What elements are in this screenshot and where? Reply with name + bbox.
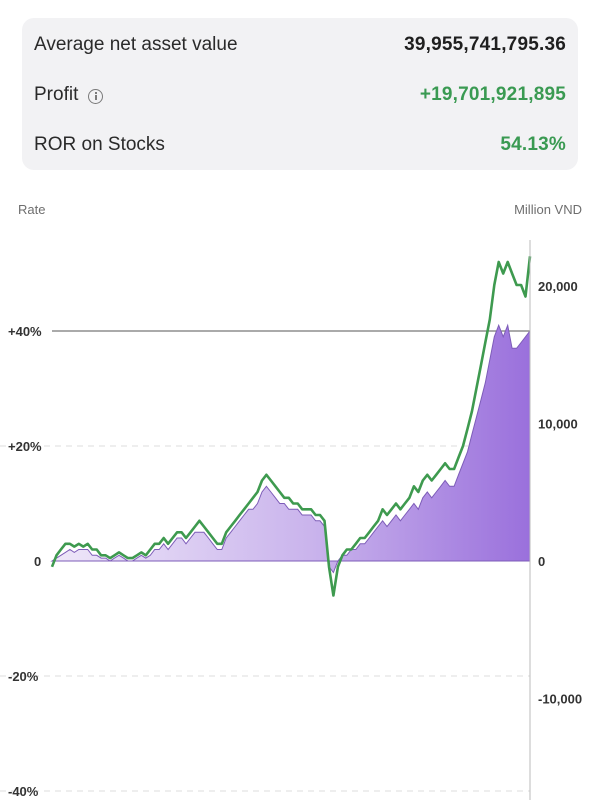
- average-net-asset-row: Average net asset value 39,955,741,795.3…: [34, 30, 566, 60]
- performance-chart[interactable]: Rate Million VND +40% +20% 0 -20% -40% 20,00…: [0, 190, 600, 800]
- profit-label-group: Profit: [34, 84, 104, 106]
- left-tick-label: -40%: [8, 784, 39, 799]
- average-net-asset-label: Average net asset value: [34, 34, 238, 55]
- rate-line: [50, 256, 532, 597]
- left-tick-label: +40%: [8, 324, 42, 339]
- rate-line-layer: [50, 256, 532, 597]
- profit-row: Profit +19,701,921,895: [34, 80, 566, 110]
- grid-lines: [0, 330, 530, 792]
- left-tick-label: 0: [34, 554, 41, 569]
- profit-area-layer: [50, 323, 531, 574]
- right-tick-label: 10,000: [538, 417, 578, 432]
- left-axis-ticks: +40% +20% 0 -20% -40%: [8, 324, 42, 799]
- ror-stocks-row: ROR on Stocks 54.13%: [34, 130, 566, 160]
- profit-area: [50, 323, 531, 574]
- ror-stocks-value: 54.13%: [500, 134, 566, 155]
- left-tick-label: +20%: [8, 439, 42, 454]
- right-tick-label: -10,000: [538, 692, 582, 707]
- summary-card: Average net asset value 39,955,741,795.3…: [22, 18, 578, 170]
- profit-label: Profit: [34, 84, 79, 105]
- right-axis-title: Million VND: [514, 202, 582, 217]
- average-net-asset-value: 39,955,741,795.36: [404, 34, 566, 55]
- profit-value: +19,701,921,895: [419, 84, 566, 105]
- ror-stocks-label: ROR on Stocks: [34, 134, 165, 155]
- right-tick-label: 20,000: [538, 279, 578, 294]
- left-axis-title: Rate: [18, 202, 45, 217]
- right-tick-label: 0: [538, 554, 545, 569]
- left-tick-label: -20%: [8, 669, 39, 684]
- right-axis-ticks: 20,000 10,000 0 -10,000: [538, 279, 582, 707]
- info-icon[interactable]: [88, 88, 104, 104]
